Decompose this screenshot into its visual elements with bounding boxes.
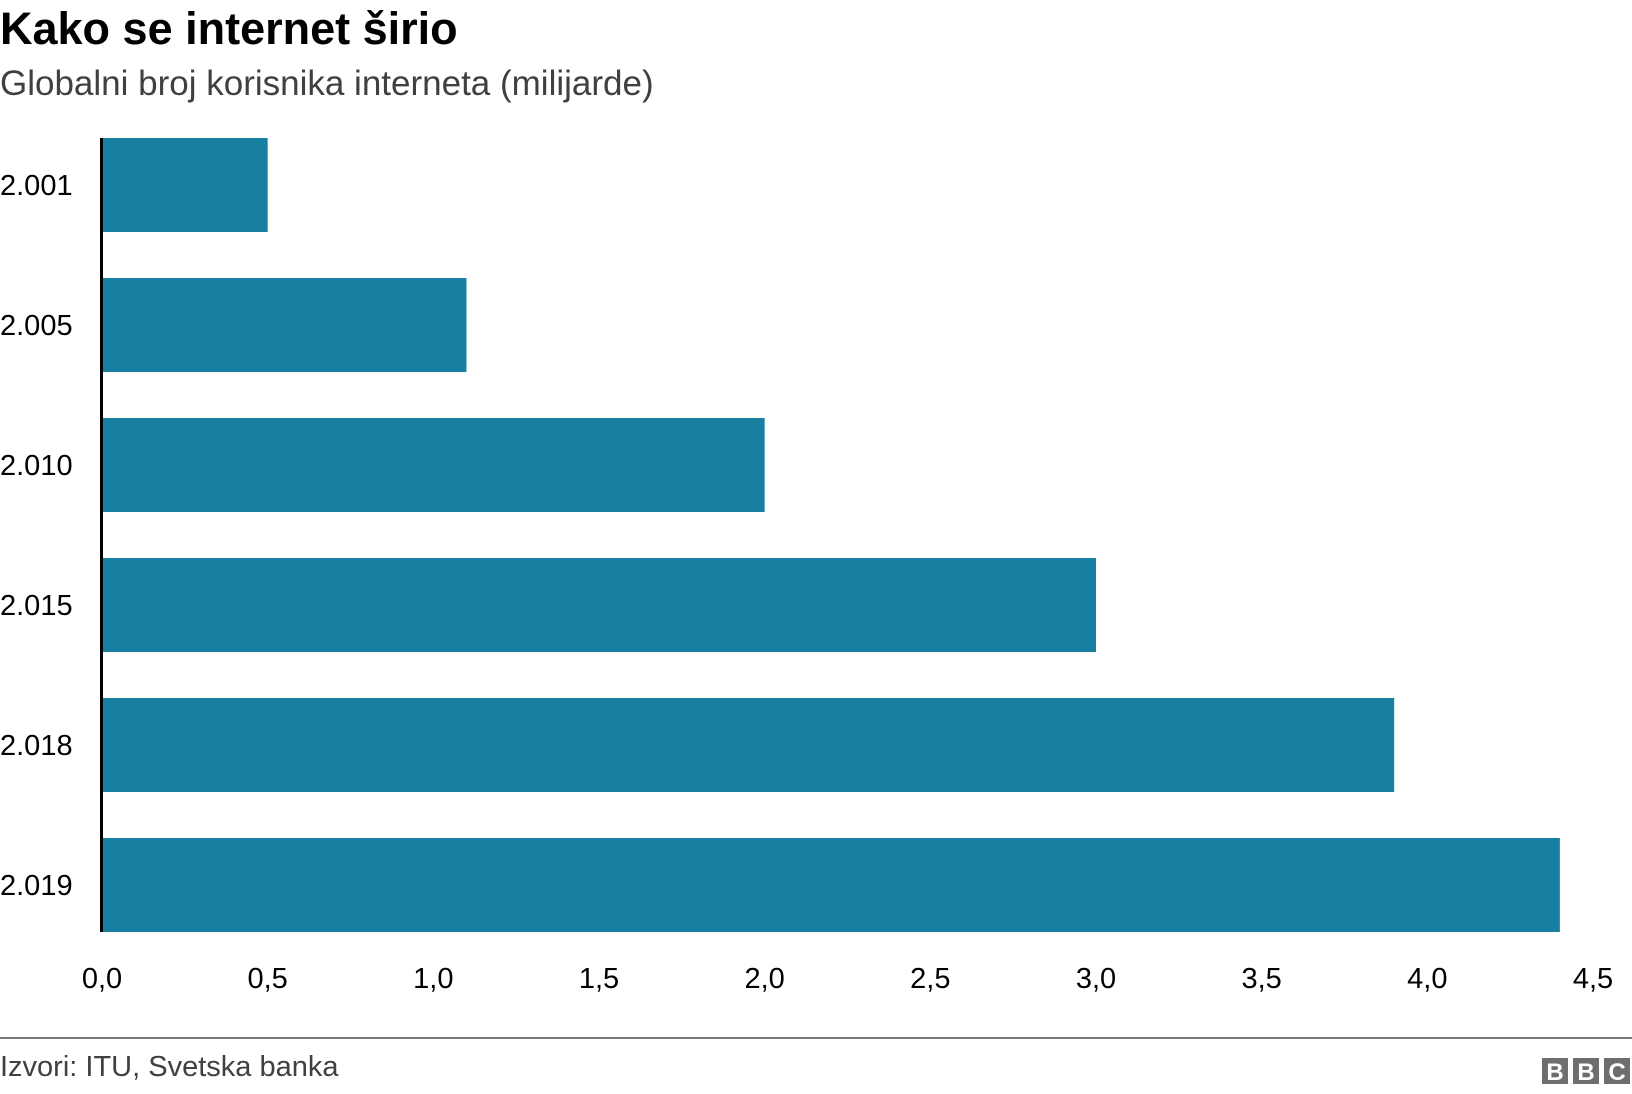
chart-title: Kako se internet širio bbox=[0, 3, 458, 54]
x-tick-label: 4,5 bbox=[1573, 963, 1613, 995]
x-tick-label: 0,0 bbox=[82, 963, 122, 995]
x-tick-label: 2,0 bbox=[745, 963, 785, 995]
bar-2.019 bbox=[102, 838, 1560, 932]
x-tick-label: 1,0 bbox=[413, 963, 453, 995]
source-note: Izvori: ITU, Svetska banka bbox=[0, 1051, 339, 1083]
y-tick-label: 2.005 bbox=[0, 310, 73, 342]
x-tick-label: 0,5 bbox=[248, 963, 288, 995]
bar-2.015 bbox=[102, 558, 1096, 652]
y-tick-label: 2.018 bbox=[0, 730, 73, 762]
bbc-logo: B B C bbox=[1542, 1058, 1630, 1086]
svg-text:B: B bbox=[1577, 1059, 1594, 1086]
y-tick-label: 2.001 bbox=[0, 170, 73, 202]
x-tick-label: 2,5 bbox=[910, 963, 950, 995]
x-tick-label: 1,5 bbox=[579, 963, 619, 995]
x-tick-label: 3,5 bbox=[1242, 963, 1282, 995]
chart-subtitle: Globalni broj korisnika interneta (milij… bbox=[0, 64, 654, 103]
bar-2.005 bbox=[102, 278, 467, 372]
y-tick-label: 2.019 bbox=[0, 870, 73, 902]
x-tick-label: 3,0 bbox=[1076, 963, 1116, 995]
x-tick-label: 4,0 bbox=[1407, 963, 1447, 995]
bar-2.001 bbox=[102, 138, 268, 232]
y-tick-label: 2.015 bbox=[0, 590, 73, 622]
svg-text:B: B bbox=[1546, 1059, 1563, 1086]
y-tick-label: 2.010 bbox=[0, 450, 73, 482]
bar-2.010 bbox=[102, 418, 765, 512]
bar-2.018 bbox=[102, 698, 1395, 792]
svg-text:C: C bbox=[1608, 1059, 1625, 1086]
